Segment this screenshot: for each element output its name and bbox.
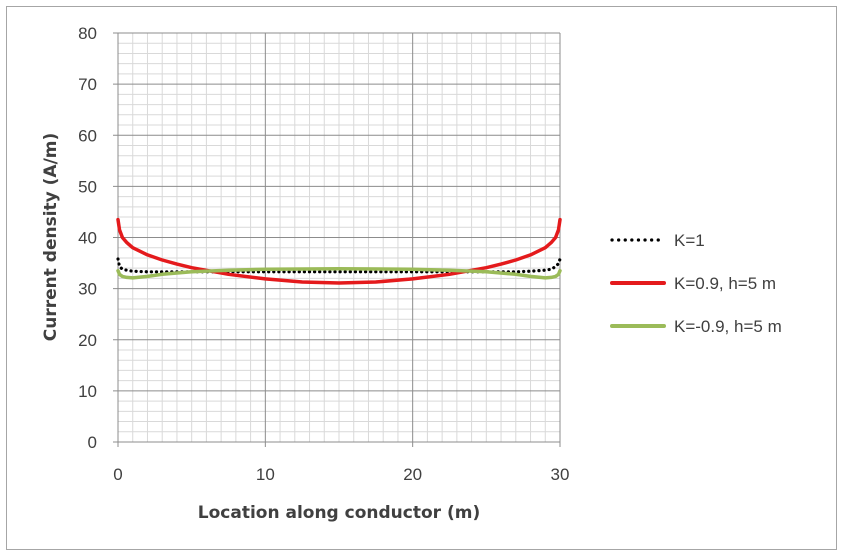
legend-label-3: K=-0.9, h=5 m: [674, 317, 782, 336]
y-tick-label: 60: [78, 126, 97, 145]
legend: K=1 K=0.9, h=5 m K=-0.9, h=5 m: [610, 231, 782, 336]
x-tick-label: 0: [113, 465, 122, 484]
y-tick-label: 80: [78, 24, 97, 43]
legend-label-2: K=0.9, h=5 m: [674, 274, 776, 293]
series-line-2: [116, 217, 562, 285]
x-axis-title: Location along conductor (m): [198, 503, 480, 523]
x-tick-label: 20: [403, 465, 422, 484]
y-tick-label: 30: [78, 280, 97, 299]
x-tick-label: 30: [551, 465, 570, 484]
x-tick-label: 10: [256, 465, 275, 484]
y-tick-label: 10: [78, 382, 97, 401]
x-axis-tick-labels: 0 10 20 30: [113, 465, 569, 484]
y-tick-label: 20: [78, 331, 97, 350]
y-tick-label: 0: [88, 433, 97, 452]
major-gridlines: [113, 32, 561, 447]
series-lines: [116, 217, 562, 285]
series-line-1: [116, 257, 562, 274]
y-tick-label: 50: [78, 177, 97, 196]
y-axis-title: Current density (A/m): [41, 133, 61, 342]
y-tick-label: 70: [78, 75, 97, 94]
legend-label-1: K=1: [674, 231, 705, 250]
series-line-3: [116, 266, 562, 280]
y-axis-tick-labels: 0 10 20 30 40 50 60 70 80: [78, 24, 97, 452]
y-tick-label: 40: [78, 229, 97, 248]
